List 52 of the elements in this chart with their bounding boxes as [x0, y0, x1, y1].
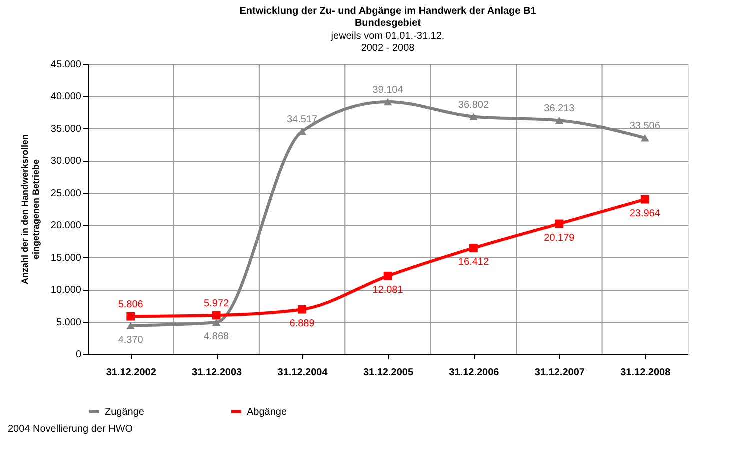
data-label: 16.412	[458, 257, 490, 268]
point	[126, 312, 136, 321]
y-tick-label: 40.000	[50, 92, 82, 103]
point	[470, 244, 478, 252]
data-label: 36.213	[544, 104, 576, 115]
point	[126, 322, 136, 330]
x-tick-label: 31.12.2007	[534, 368, 586, 378]
y-tick-label: 0	[76, 350, 82, 360]
text: jeweils vom 01.01.-31.12.	[331, 31, 445, 42]
data-label: 5.806	[118, 300, 144, 311]
data-label: 36.802	[458, 100, 490, 111]
y-tick-label: 35.000	[50, 124, 82, 135]
point	[555, 117, 564, 124]
text: 2002 - 2008	[361, 43, 415, 54]
point	[298, 305, 306, 314]
point	[384, 272, 392, 280]
x-tick-label: 31.12.2008	[620, 368, 672, 378]
y-tick-label: 25.000	[50, 188, 82, 200]
data-label: 20.179	[544, 232, 576, 244]
y-tick-label: 5.000	[56, 317, 82, 328]
x-tick-label: 31.12.2006	[449, 368, 500, 378]
x-tick-label: 31.12.2002	[106, 368, 157, 378]
point	[640, 134, 650, 142]
data-label: 4.868	[204, 332, 230, 343]
legend-label: Zugänge	[105, 406, 145, 418]
y-tick-label: 10.000	[50, 285, 82, 296]
data-label: 4.370	[118, 334, 144, 346]
y-tick-label: 15.000	[50, 252, 82, 264]
legend-label: Abgänge	[247, 406, 288, 418]
point	[555, 220, 564, 228]
point	[384, 98, 392, 106]
text: eingetragenen Betriebe	[30, 159, 41, 260]
x-tick-label: 31.12.2003	[192, 368, 243, 378]
data-label: 5.972	[204, 298, 230, 310]
data-label: 34.517	[286, 114, 318, 126]
point	[470, 113, 478, 120]
x-tick-label: 31.12.2004	[278, 368, 328, 378]
point	[640, 195, 650, 204]
y-tick-label: 45.000	[50, 60, 82, 70]
point	[212, 319, 221, 326]
x-tick-label: 31.12.2005	[363, 368, 414, 378]
data-label: 23.964	[630, 208, 661, 220]
text: Entwicklung der Zu- und Abgänge im Handwerk der Anlage B1	[240, 6, 536, 17]
point	[212, 311, 221, 320]
text: Bundesgebiet	[354, 18, 422, 29]
text: Anzahl der in den Handwerksrollen	[20, 134, 30, 285]
text: 2004 Novellierung der HWO	[8, 424, 134, 435]
y-tick-label: 30.000	[50, 156, 82, 168]
data-label: 12.081	[372, 285, 404, 296]
data-label: 6.889	[290, 318, 316, 330]
data-label: 39.104	[372, 84, 404, 96]
y-tick-label: 20.000	[50, 220, 82, 232]
